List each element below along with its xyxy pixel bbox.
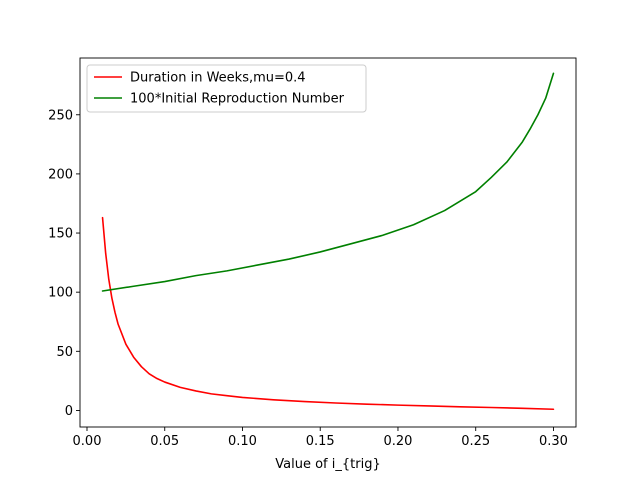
legend-box: [86, 64, 367, 113]
x-tick-label: 0.15: [306, 434, 335, 449]
y-tick-label: 100: [48, 286, 73, 301]
y-tick-label: 150: [48, 227, 73, 242]
y-tick-label: 0: [65, 404, 73, 419]
x-tick-label: 0.00: [73, 434, 102, 449]
plot-frame: [79, 57, 577, 428]
x-tick-label: 0.30: [539, 434, 568, 449]
legend-label-2: 100*Initial Reproduction Number: [130, 92, 345, 107]
legend-label-1: Duration in Weeks,mu=0.4: [130, 71, 306, 86]
x-tick-label: 0.20: [383, 434, 412, 449]
series-line-2: [101, 72, 555, 292]
axes-layer: 0.00 0.05 0.10 0.15 0.20 0.25 0.30 0 50 100 150 200…: [48, 57, 577, 449]
x-tick-label: 0.25: [461, 434, 490, 449]
y-tick-label: 50: [56, 345, 73, 360]
y-tick-label: 250: [48, 108, 73, 123]
x-tick-label: 0.10: [228, 434, 257, 449]
y-tick-label: 200: [48, 167, 73, 182]
legend: Duration in Weeks,mu=0.4 100*Initial Repr…: [86, 64, 367, 113]
series-line-1: [101, 216, 555, 411]
x-axis-label: Value of i_{trig}: [275, 457, 380, 472]
series-layer: [101, 72, 555, 411]
x-tick-label: 0.05: [150, 434, 179, 449]
